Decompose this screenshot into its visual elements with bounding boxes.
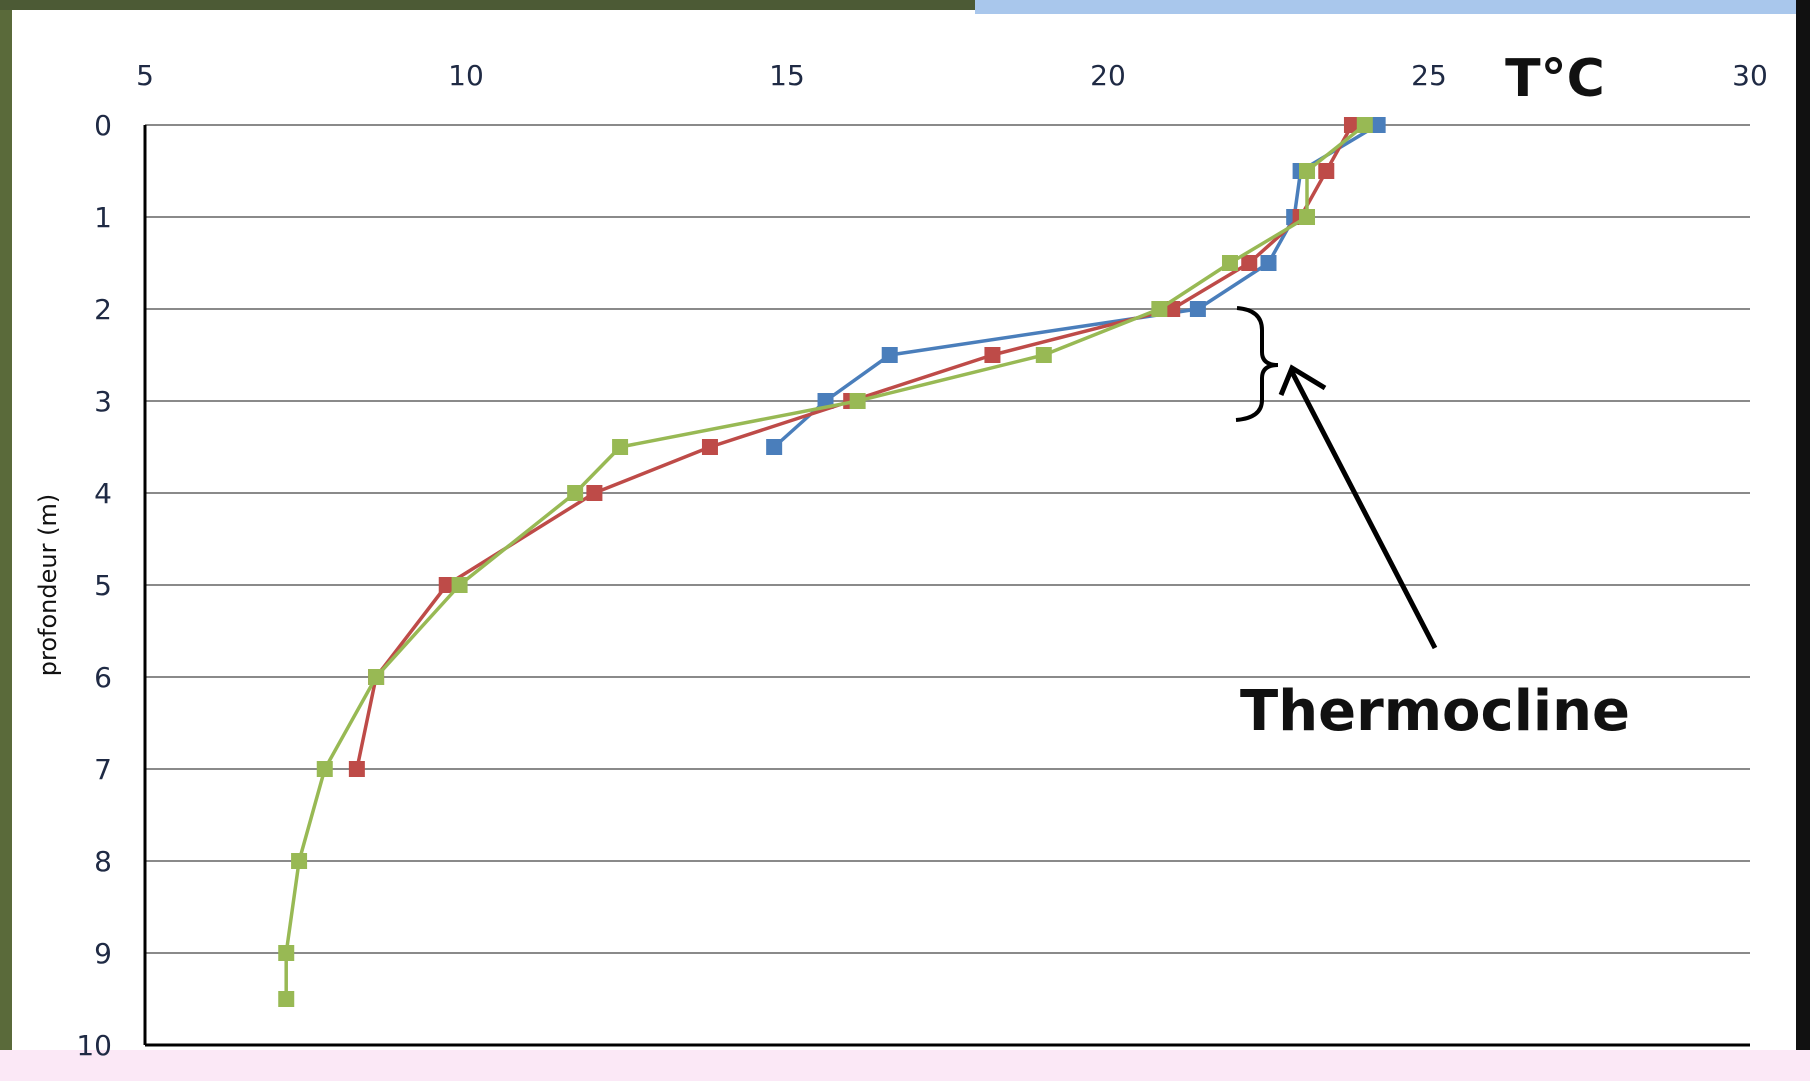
data-point — [586, 485, 603, 501]
data-point — [1299, 163, 1316, 179]
data-point — [368, 669, 385, 685]
bottom-strip — [0, 1050, 1810, 1081]
x-tick-label: 10 — [448, 59, 484, 92]
left-strip — [0, 0, 12, 1081]
thermocline-arrowhead — [1278, 364, 1327, 396]
series-3 — [278, 117, 1373, 1007]
y-tick-label: 2 — [94, 293, 112, 326]
data-point — [316, 761, 333, 777]
y-tick-label: 5 — [94, 569, 112, 602]
data-point — [1260, 255, 1277, 271]
thermocline-arrow — [1289, 370, 1438, 650]
thermocline-bracket — [1235, 306, 1279, 422]
thermocline-label: Thermocline — [1240, 679, 1630, 744]
y-tick-label: 3 — [94, 385, 112, 418]
data-point — [1221, 255, 1238, 271]
data-point — [1343, 117, 1360, 133]
data-point — [567, 485, 584, 501]
y-tick-label: 4 — [94, 477, 112, 510]
data-point — [1369, 117, 1386, 133]
data-point — [984, 347, 1001, 363]
data-point — [1189, 301, 1206, 317]
y-tick-label: 9 — [94, 937, 112, 970]
data-point — [1241, 255, 1258, 271]
data-point — [881, 347, 898, 363]
x-tick-label: 30 — [1732, 59, 1768, 92]
data-point — [1151, 301, 1168, 317]
y-tick-label: 10 — [76, 1029, 112, 1062]
x-tick-label: 15 — [769, 59, 805, 92]
y-tick-label: 0 — [94, 109, 112, 142]
data-point — [849, 393, 866, 409]
y-tick-labels: 0 1 2 3 4 5 6 7 8 9 10 — [76, 109, 112, 1062]
y-tick-label: 6 — [94, 661, 112, 694]
x-tick-label: 5 — [136, 59, 154, 92]
x-tick-label: 20 — [1090, 59, 1126, 92]
y-axis-label: profondeur (m) — [34, 494, 62, 676]
data-point — [438, 577, 455, 593]
x-axis-label: T°C — [1505, 49, 1605, 109]
data-point — [451, 577, 468, 593]
data-point — [348, 761, 365, 777]
data-point — [612, 439, 629, 455]
data-point — [1318, 163, 1335, 179]
data-point — [1356, 117, 1373, 133]
right-edge — [1796, 0, 1810, 1081]
y-tick-label: 8 — [94, 845, 112, 878]
top-left-strip — [0, 0, 975, 10]
data-point — [766, 439, 783, 455]
data-point — [278, 991, 295, 1007]
y-tick-label: 1 — [94, 201, 112, 234]
y-tick-label: 7 — [94, 753, 112, 786]
data-point — [278, 945, 295, 961]
data-point — [701, 439, 718, 455]
data-point — [1035, 347, 1052, 363]
top-right-strip — [975, 0, 1810, 14]
data-series — [278, 117, 1386, 1007]
x-tick-label: 25 — [1411, 59, 1447, 92]
data-point — [1299, 209, 1316, 225]
x-tick-labels: 5 10 15 20 25 30 — [136, 59, 1768, 92]
data-point — [291, 853, 308, 869]
